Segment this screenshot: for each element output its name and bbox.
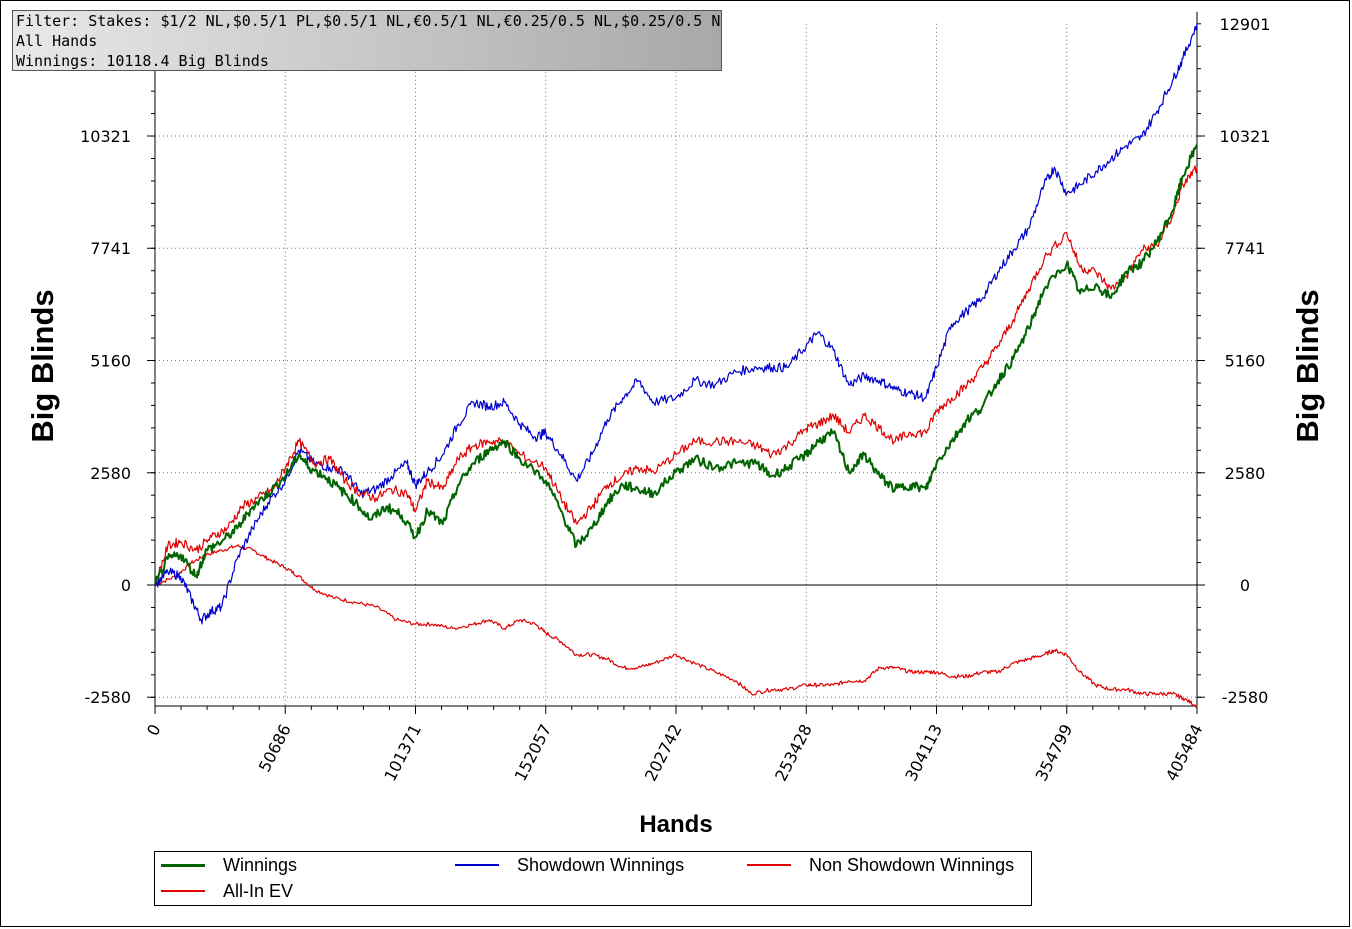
legend-label: Winnings bbox=[223, 854, 298, 875]
legend-label: All-In EV bbox=[223, 880, 294, 901]
series-showdown-winnings bbox=[154, 23, 1198, 625]
legend-swatch-non-showdown bbox=[747, 864, 791, 866]
series-non-showdown-winnings bbox=[154, 165, 1198, 586]
y-tick-label-right: 12901 bbox=[1220, 15, 1271, 34]
x-tick-label: 152057 bbox=[511, 721, 556, 784]
grid bbox=[155, 23, 1197, 706]
series-lines bbox=[154, 23, 1198, 708]
y-tick-label-left: 7741 bbox=[90, 239, 131, 258]
filter-line: Filter: Stakes: $1/2 NL,$0.5/1 PL,$0.5/1… bbox=[16, 12, 721, 30]
series-winnings bbox=[154, 144, 1198, 586]
legend-item-showdown: Showdown Winnings bbox=[455, 852, 684, 878]
tick-labels: 0 50686 101371 152057 202742 253428 304113 3547… bbox=[80, 15, 1270, 784]
y-axis-label-left: Big Blinds bbox=[25, 289, 60, 442]
x-tick-label: 253428 bbox=[771, 721, 816, 784]
hands-line: All Hands bbox=[16, 32, 98, 50]
y-tick-label-right: 0 bbox=[1240, 576, 1250, 595]
legend-swatch-allin-ev bbox=[161, 890, 205, 892]
legend-label: Showdown Winnings bbox=[517, 854, 685, 875]
y-tick-label-right: 5160 bbox=[1225, 352, 1266, 371]
y-axis-label-right: Big Blinds bbox=[1290, 289, 1325, 442]
legend: Winnings Showdown Winnings Non Showdown … bbox=[154, 851, 1032, 906]
x-tick-label: 101371 bbox=[380, 721, 425, 784]
x-tick-label: 50686 bbox=[255, 721, 295, 775]
y-tick-label-left: 5160 bbox=[90, 352, 131, 371]
y-tick-label-left: 2580 bbox=[90, 464, 131, 483]
y-tick-label-left: 0 bbox=[121, 576, 131, 595]
x-axis-label: Hands bbox=[639, 811, 712, 838]
legend-label: Non Showdown Winnings bbox=[809, 854, 1015, 875]
y-tick-label-left: 10321 bbox=[80, 127, 131, 146]
legend-swatch-showdown bbox=[455, 864, 499, 866]
legend-item-allin-ev: All-In EV bbox=[161, 878, 293, 904]
y-tick-label-right: 10321 bbox=[1220, 127, 1271, 146]
x-tick-label: 202742 bbox=[641, 721, 686, 784]
y-tick-label-left: -2580 bbox=[85, 688, 132, 707]
legend-item-non-showdown: Non Showdown Winnings bbox=[747, 852, 1014, 878]
x-tick-label: 405484 bbox=[1162, 721, 1207, 784]
legend-item-winnings: Winnings bbox=[161, 852, 297, 878]
series-allin-ev bbox=[154, 544, 1198, 708]
x-tick-label: 0 bbox=[143, 721, 165, 739]
x-tick-label: 304113 bbox=[901, 721, 946, 784]
y-tick-label-right: -2580 bbox=[1222, 688, 1269, 707]
winnings-line: Winnings: 10118.4 Big Blinds bbox=[16, 52, 269, 70]
y-tick-label-right: 2580 bbox=[1225, 464, 1266, 483]
legend-swatch-winnings bbox=[161, 863, 205, 867]
filter-info-box: Filter: Stakes: $1/2 NL,$0.5/1 PL,$0.5/1… bbox=[12, 10, 722, 71]
y-tick-label-right: 7741 bbox=[1225, 239, 1266, 258]
x-tick-label: 354799 bbox=[1032, 721, 1077, 784]
